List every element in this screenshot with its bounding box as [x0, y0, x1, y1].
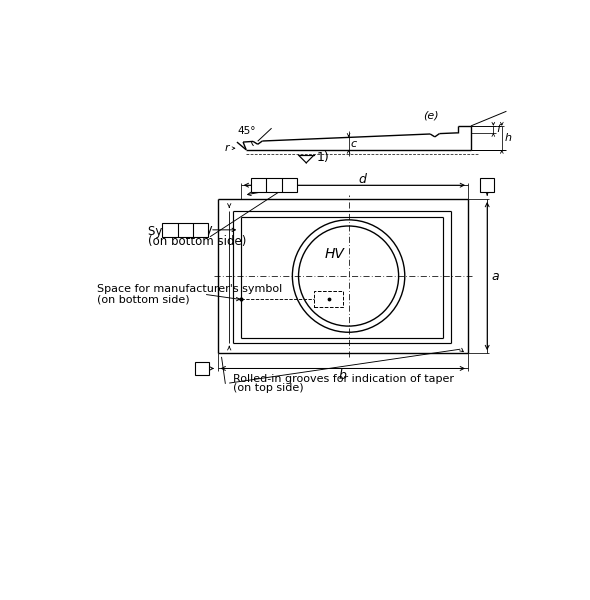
Text: B: B — [198, 362, 206, 375]
Text: (e): (e) — [423, 111, 439, 121]
Text: ≡: ≡ — [254, 180, 263, 190]
Text: a: a — [492, 269, 499, 283]
Text: z: z — [271, 180, 277, 190]
Bar — [195, 362, 209, 376]
Text: (on top side): (on top side) — [233, 383, 304, 394]
Text: 1): 1) — [316, 151, 329, 164]
Text: c: c — [351, 139, 357, 149]
Text: z: z — [182, 225, 188, 235]
Bar — [480, 178, 494, 192]
Text: (on bottom side): (on bottom side) — [97, 294, 189, 304]
Text: Symbol HV: Symbol HV — [148, 225, 213, 238]
Text: Space for manufacturer's symbol: Space for manufacturer's symbol — [97, 284, 282, 294]
Text: A: A — [196, 223, 205, 236]
Text: 45°: 45° — [238, 126, 256, 136]
Bar — [251, 178, 297, 192]
Bar — [162, 223, 208, 237]
Bar — [314, 292, 343, 307]
Text: h: h — [505, 133, 512, 143]
Text: HV: HV — [324, 247, 345, 262]
Text: r: r — [225, 143, 230, 153]
Text: B: B — [285, 179, 293, 191]
Text: ≡: ≡ — [165, 225, 175, 235]
Text: A: A — [483, 179, 491, 191]
Text: Rolled-in grooves for indication of taper: Rolled-in grooves for indication of tape… — [233, 374, 454, 384]
Text: f: f — [496, 124, 500, 134]
Polygon shape — [243, 126, 471, 150]
Text: b: b — [339, 369, 347, 382]
Text: (on bottom side): (on bottom side) — [148, 235, 247, 248]
Text: d: d — [358, 173, 366, 186]
